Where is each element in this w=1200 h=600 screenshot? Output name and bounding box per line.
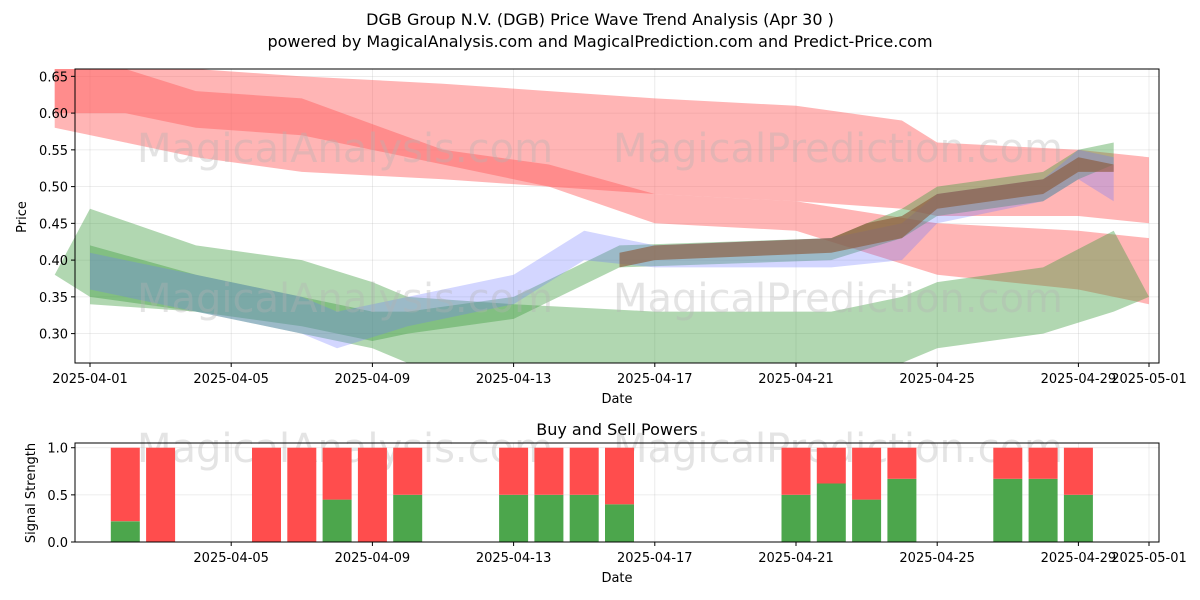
sell-bar	[393, 447, 423, 495]
red-band	[54, 69, 1150, 305]
sell-bar	[852, 447, 882, 500]
price-x-tick-label: 2025-04-29	[1041, 372, 1117, 387]
brown-band	[619, 157, 1114, 268]
signal-x-tick-label: 2025-04-29	[1041, 551, 1117, 566]
buy-bar	[1063, 494, 1093, 542]
signal-bars	[110, 447, 1093, 542]
sell-bar	[534, 447, 564, 495]
buy-bar	[887, 478, 917, 542]
sell-bar	[1063, 447, 1093, 495]
signal-x-tick-label: 2025-04-17	[617, 551, 693, 566]
signal-x-ticks: 2025-04-05 2025-04-09 2025-04-13 2025-04-17…	[193, 542, 1187, 566]
signal-chart: Buy and Sell Powers MagicalAnalysis.com …	[24, 420, 1187, 586]
price-chart: MagicalAnalysis.com MagicalPrediction.co…	[15, 68, 1187, 407]
sell-bar	[569, 447, 599, 495]
green-band	[54, 208, 1150, 363]
price-watermarks: MagicalAnalysis.com MagicalPrediction.co…	[137, 126, 1063, 322]
chart-subtitle: powered by MagicalAnalysis.com and Magic…	[267, 32, 932, 51]
buy-bar	[393, 494, 423, 542]
buy-bar	[993, 478, 1023, 542]
price-x-tick-label: 2025-04-13	[476, 372, 552, 387]
signal-chart-title: Buy and Sell Powers	[536, 420, 698, 439]
signal-x-tick-label: 2025-04-09	[335, 551, 411, 566]
buy-bar	[852, 499, 882, 542]
sell-bar	[781, 447, 811, 495]
price-x-tick-label: 2025-04-17	[617, 372, 693, 387]
buy-bar	[110, 521, 140, 542]
watermark-left-low: MagicalAnalysis.com	[137, 276, 553, 322]
chart-title: DGB Group N.V. (DGB) Price Wave Trend An…	[366, 10, 834, 29]
price-x-tick-label: 2025-04-09	[335, 372, 411, 387]
signal-plot-frame	[74, 442, 1160, 543]
sell-bar	[1028, 447, 1058, 479]
sell-bar	[322, 447, 352, 500]
signal-y-tick-label: 0.5	[47, 489, 68, 504]
signal-x-tick-label: 2025-04-05	[193, 551, 269, 566]
red-band	[54, 69, 1150, 224]
signal-x-tick-label: 2025-04-25	[899, 551, 975, 566]
buy-bar	[605, 504, 634, 542]
sell-bar	[499, 447, 529, 495]
price-x-tick-label: 2025-04-25	[899, 372, 975, 387]
signal-y-tick-label: 0.0	[47, 536, 68, 551]
price-grid	[75, 69, 1159, 363]
watermark-right: MagicalPrediction.com	[613, 126, 1063, 172]
signal-y-ticks: 0.0 0.5 1.0	[47, 442, 75, 551]
price-y-tick-label: 0.65	[39, 70, 68, 85]
price-bands	[54, 69, 1150, 363]
price-x-tick-label: 2025-04-21	[758, 372, 834, 387]
sell-bar	[357, 447, 387, 542]
price-y-tick-label: 0.30	[39, 328, 68, 343]
sell-bar	[816, 447, 846, 484]
price-y-tick-label: 0.35	[39, 291, 68, 306]
blue-band	[90, 149, 1114, 349]
price-y-tick-label: 0.45	[39, 217, 68, 232]
buy-bar	[569, 494, 599, 542]
signal-x-tick-label: 2025-05-01	[1111, 551, 1187, 566]
watermark-right-low: MagicalPrediction.com	[613, 276, 1063, 322]
price-x-tick-label: 2025-04-01	[52, 372, 128, 387]
sell-bar	[887, 447, 917, 479]
price-x-ticks: 2025-04-01 2025-04-05 2025-04-09 2025-04-13…	[52, 363, 1187, 387]
price-x-axis-label: Date	[601, 392, 632, 407]
price-y-ticks: 0.30 0.35 0.40 0.45 0.50 0.55 0.60 0.65	[39, 70, 75, 343]
signal-y-tick-label: 1.0	[47, 442, 68, 457]
price-y-axis-label: Price	[15, 201, 30, 233]
buy-bar	[816, 483, 846, 542]
sell-bar	[146, 447, 176, 542]
buy-bar	[1028, 478, 1058, 542]
price-y-tick-label: 0.40	[39, 254, 68, 269]
price-y-tick-label: 0.50	[39, 181, 68, 196]
buy-bar	[322, 499, 352, 542]
buy-bar	[534, 494, 564, 542]
signal-x-axis-label: Date	[601, 571, 632, 586]
price-plot-frame	[74, 68, 1160, 364]
sell-bar	[252, 447, 281, 542]
buy-bar	[499, 494, 529, 542]
signal-y-axis-label: Signal Strength	[24, 443, 39, 543]
signal-x-tick-label: 2025-04-21	[758, 551, 834, 566]
price-y-tick-label: 0.60	[39, 107, 68, 122]
sell-bar	[605, 447, 634, 505]
price-y-tick-label: 0.55	[39, 144, 68, 159]
sell-bar	[110, 447, 140, 522]
sell-bar	[287, 447, 317, 542]
watermark-left: MagicalAnalysis.com	[137, 126, 553, 172]
signal-x-tick-label: 2025-04-13	[476, 551, 552, 566]
price-x-tick-label: 2025-04-05	[193, 372, 269, 387]
buy-bar	[781, 494, 811, 542]
sell-bar	[993, 447, 1023, 479]
price-x-tick-label: 2025-05-01	[1111, 372, 1187, 387]
